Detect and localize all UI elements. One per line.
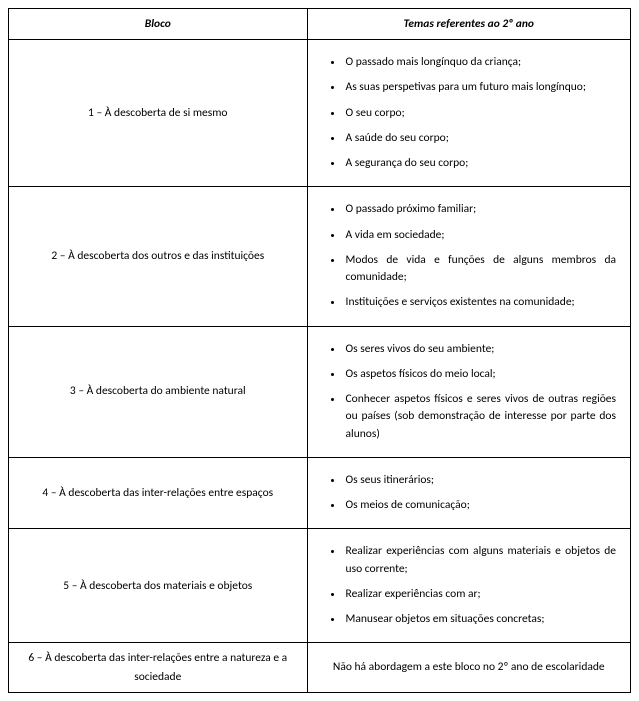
- table-row: 1 – À descoberta de si mesmo O passado m…: [9, 40, 631, 187]
- list-item: Os seres vivos do seu ambiente;: [344, 337, 622, 362]
- temas-list: Realizar experiências com alguns materia…: [316, 539, 622, 632]
- list-item: Realizar experiências com ar;: [344, 582, 622, 607]
- table-row: 2 – À descoberta dos outros e das instit…: [9, 187, 631, 326]
- list-item: O passado mais longínquo da criança;: [344, 50, 622, 75]
- bloco-cell: 6 – À descoberta das inter-relações entr…: [9, 643, 308, 693]
- temas-list: O passado mais longínquo da criança; As …: [316, 50, 622, 176]
- list-item: Manusear objetos em situações concretas;: [344, 607, 622, 632]
- temas-note-cell: Não há abordagem a este bloco no 2º ano …: [307, 643, 630, 693]
- temas-list: O passado próximo familiar; A vida em so…: [316, 197, 622, 315]
- list-item: Instituições e serviços existentes na co…: [344, 290, 622, 315]
- temas-cell: O passado mais longínquo da criança; As …: [307, 40, 630, 187]
- temas-cell: Realizar experiências com alguns materia…: [307, 529, 630, 643]
- list-item: A saúde do seu corpo;: [344, 126, 622, 151]
- list-item: As suas perspetivas para um futuro mais …: [344, 75, 622, 100]
- table-row: 5 – À descoberta dos materiais e objetos…: [9, 529, 631, 643]
- curriculum-table: Bloco Temas referentes ao 2º ano 1 – À d…: [8, 8, 631, 693]
- bloco-cell: 4 – À descoberta das inter-relações entr…: [9, 457, 308, 529]
- list-item: Os aspetos físicos do meio local;: [344, 362, 622, 387]
- list-item: O passado próximo familiar;: [344, 197, 622, 222]
- temas-cell: Os seus itinerários; Os meios de comunic…: [307, 457, 630, 529]
- temas-list: Os seres vivos do seu ambiente; Os aspet…: [316, 337, 622, 447]
- list-item: A vida em sociedade;: [344, 223, 622, 248]
- table-row: 3 – À descoberta do ambiente natural Os …: [9, 326, 631, 457]
- list-item: Os meios de comunicação;: [344, 493, 622, 518]
- temas-cell: Os seres vivos do seu ambiente; Os aspet…: [307, 326, 630, 457]
- table-row: 6 – À descoberta das inter-relações entr…: [9, 643, 631, 693]
- bloco-cell: 2 – À descoberta dos outros e das instit…: [9, 187, 308, 326]
- list-item: A segurança do seu corpo;: [344, 151, 622, 176]
- list-item: Modos de vida e funções de alguns membro…: [344, 248, 622, 291]
- header-bloco: Bloco: [9, 9, 308, 40]
- temas-cell: O passado próximo familiar; A vida em so…: [307, 187, 630, 326]
- list-item: Realizar experiências com alguns materia…: [344, 539, 622, 582]
- temas-list: Os seus itinerários; Os meios de comunic…: [316, 468, 622, 519]
- bloco-cell: 1 – À descoberta de si mesmo: [9, 40, 308, 187]
- table-header-row: Bloco Temas referentes ao 2º ano: [9, 9, 631, 40]
- bloco-cell: 5 – À descoberta dos materiais e objetos: [9, 529, 308, 643]
- header-temas: Temas referentes ao 2º ano: [307, 9, 630, 40]
- list-item: O seu corpo;: [344, 101, 622, 126]
- list-item: Conhecer aspetos físicos e seres vivos d…: [344, 387, 622, 447]
- list-item: Os seus itinerários;: [344, 468, 622, 493]
- bloco-cell: 3 – À descoberta do ambiente natural: [9, 326, 308, 457]
- table-row: 4 – À descoberta das inter-relações entr…: [9, 457, 631, 529]
